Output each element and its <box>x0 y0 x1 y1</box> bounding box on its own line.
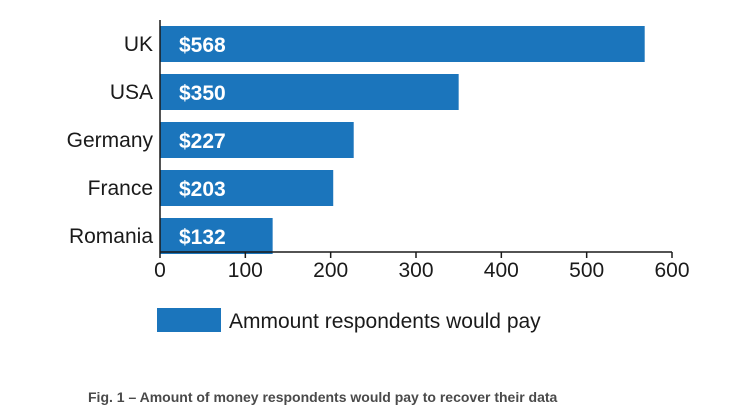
data-label-france: $203 <box>179 178 226 201</box>
data-label-usa: $350 <box>179 82 226 105</box>
category-label-germany: Germany <box>67 129 154 152</box>
data-label-uk: $568 <box>179 34 226 57</box>
legend-label: Ammount respondents would pay <box>229 310 541 333</box>
x-tick-label-600: 600 <box>654 259 689 282</box>
bar-germany <box>160 122 354 158</box>
x-tick-label-0: 0 <box>154 259 166 282</box>
bar-france <box>160 170 334 206</box>
x-tick-label-100: 100 <box>228 259 263 282</box>
bar-chart: UK $568 USA $350 Germany $227 France $203 Romani… <box>67 20 690 333</box>
legend-swatch <box>157 308 221 332</box>
bar-uk <box>160 26 645 62</box>
x-tick-label-300: 300 <box>398 259 433 282</box>
x-tick-label-200: 200 <box>313 259 348 282</box>
category-label-romania: Romania <box>69 225 153 248</box>
category-label-france: France <box>88 177 153 200</box>
bar-romania <box>160 218 273 254</box>
category-label-usa: USA <box>110 81 153 104</box>
data-label-germany: $227 <box>179 130 226 153</box>
x-tick-label-400: 400 <box>484 259 519 282</box>
x-tick-label-500: 500 <box>569 259 604 282</box>
data-label-romania: $132 <box>179 226 226 249</box>
bar-usa <box>160 74 459 110</box>
category-label-uk: UK <box>124 33 153 56</box>
figure-caption: Fig. 1 – Amount of money respondents wou… <box>88 389 558 405</box>
